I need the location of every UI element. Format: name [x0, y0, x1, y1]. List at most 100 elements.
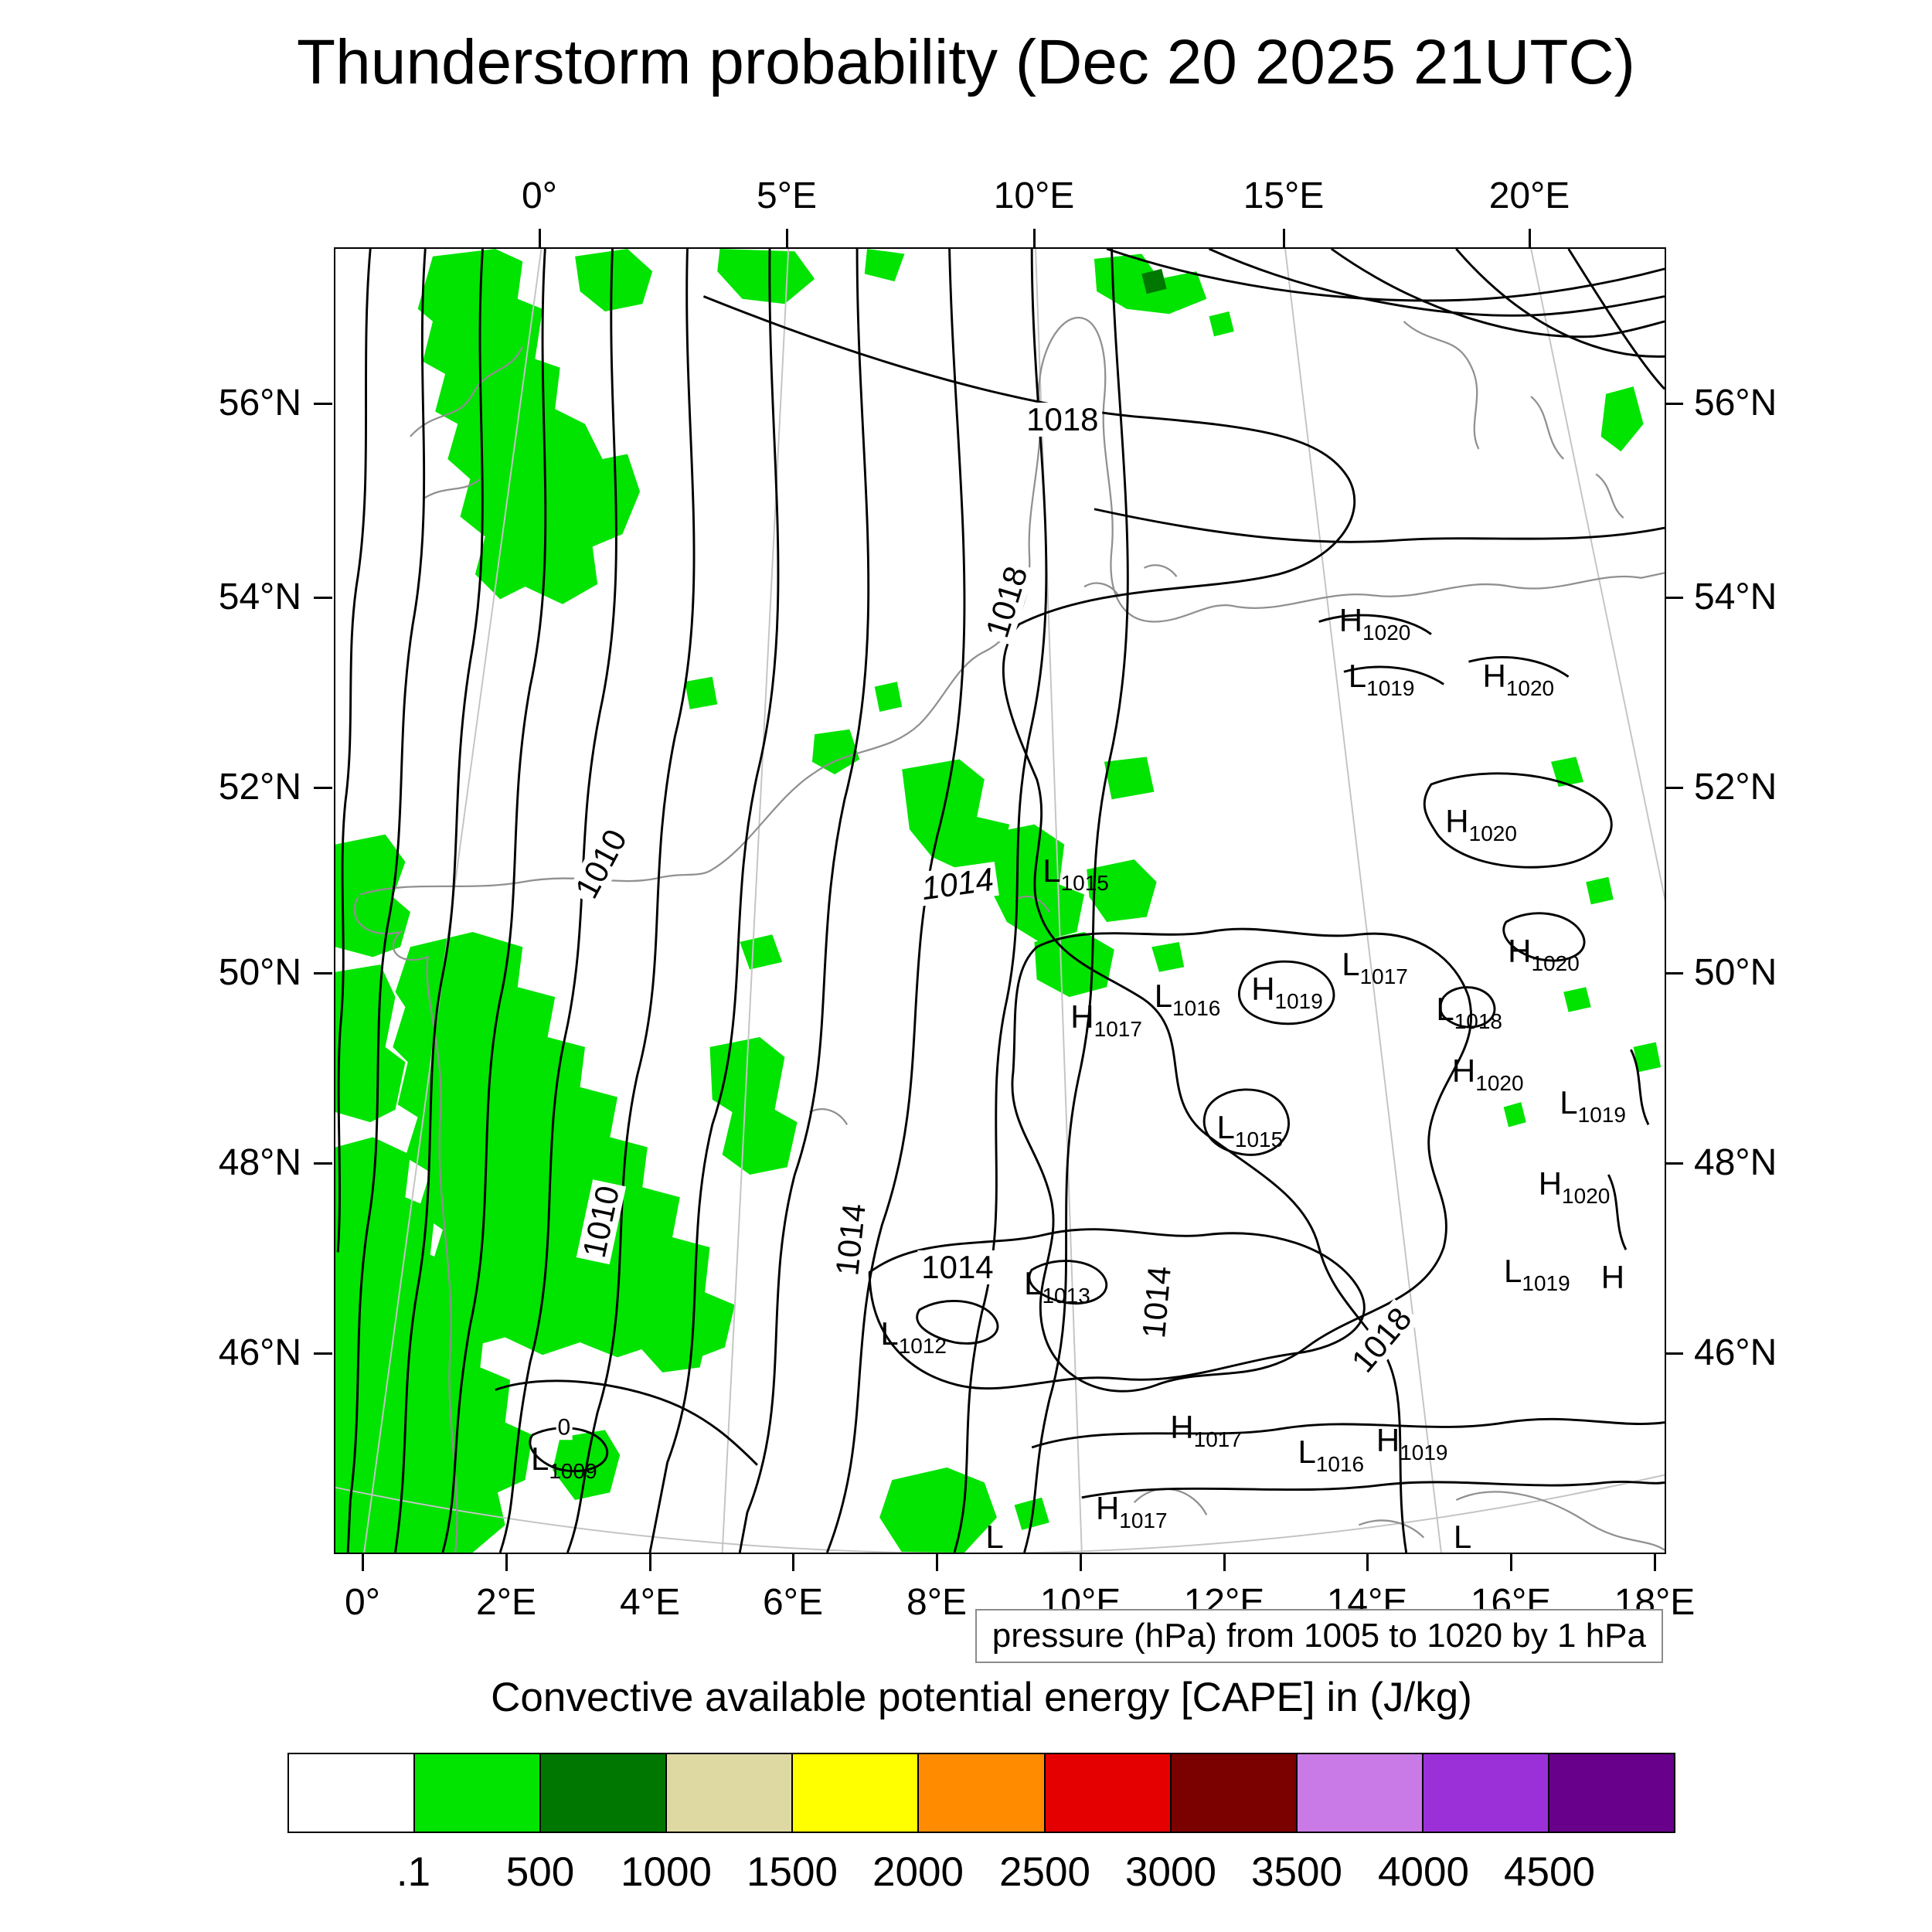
- axis-label-lat-right-48n: 48°N: [1694, 1142, 1777, 1183]
- axis-tick: [1665, 787, 1683, 789]
- contour-label: 1014: [917, 1250, 998, 1284]
- pressure-center: L1018: [1436, 990, 1502, 1032]
- axis-tick: [362, 1553, 364, 1571]
- colorbar-segment: [413, 1754, 540, 1832]
- pressure-center: L1017: [1342, 946, 1408, 988]
- axis-tick: [505, 1553, 508, 1571]
- pressure-center-value: 1020: [1531, 951, 1580, 976]
- pressure-center-letter: H: [1095, 1489, 1120, 1526]
- axis-tick: [1529, 229, 1531, 247]
- pressure-center-letter: H: [1376, 1421, 1400, 1458]
- axis-label-lat-left-50n: 50°N: [218, 952, 301, 993]
- pressure-center-letter: H: [1170, 1409, 1194, 1446]
- colorbar-segment: [289, 1754, 414, 1832]
- pressure-center-value: 1019: [1522, 1270, 1570, 1295]
- colorbar-segment: [539, 1754, 666, 1832]
- pressure-center-value: 1016: [1172, 995, 1221, 1020]
- pressure-center-value: 1018: [1454, 1009, 1502, 1033]
- axis-tick: [1665, 1162, 1683, 1165]
- axis-label-bottom-6e: 6°E: [763, 1582, 823, 1623]
- pressure-center-letter: L: [1436, 990, 1454, 1027]
- pressure-center: H1017: [1095, 1489, 1168, 1531]
- pressure-center-letter: L: [531, 1440, 549, 1477]
- pressure-center-value: 1016: [1315, 1452, 1365, 1477]
- pressure-center: H: [1601, 1261, 1624, 1294]
- pressure-center-letter: H: [1482, 658, 1506, 695]
- axis-label-lat-left-56n: 56°N: [218, 383, 301, 423]
- pressure-center: L1019: [1504, 1252, 1570, 1294]
- pressure-center-value: 1013: [1042, 1284, 1090, 1308]
- contour-label: 1018: [1022, 402, 1103, 437]
- axis-label-top-20e: 20°E: [1488, 175, 1570, 216]
- pressure-center: H1020: [1508, 935, 1580, 975]
- axis-label-bottom-2e: 2°E: [476, 1582, 536, 1623]
- colorbar-segment: [1421, 1754, 1548, 1832]
- colorbar-tick-label: 3500: [1251, 1849, 1342, 1895]
- axis-label-top-5e: 5°E: [757, 175, 817, 216]
- axis-tick: [649, 1553, 651, 1571]
- pressure-range-caption: pressure (hPa) from 1005 to 1020 by 1 hP…: [975, 1609, 1663, 1663]
- axis-label-lat-left-46n: 46°N: [218, 1332, 301, 1373]
- cape-colorbar: [287, 1753, 1675, 1833]
- axis-tick: [314, 972, 332, 975]
- axis-tick: [1510, 1553, 1512, 1571]
- colorbar-tick-label: 3000: [1125, 1849, 1216, 1895]
- pressure-center-letter: L: [1216, 1109, 1235, 1146]
- axis-tick: [1080, 1553, 1082, 1571]
- axis-label-lat-right-54n: 54°N: [1694, 577, 1777, 617]
- pressure-center: H1017: [1070, 1000, 1142, 1039]
- colorbar-segment: [1295, 1754, 1422, 1832]
- axis-tick: [314, 787, 332, 789]
- axis-tick: [1223, 1553, 1226, 1571]
- pressure-center-value: 1015: [1060, 870, 1109, 895]
- pressure-center: L1013: [1024, 1265, 1090, 1307]
- colorbar-labels: .1 500 1000 1500 2000 2500 3000 3500 400…: [287, 1849, 1675, 1903]
- pressure-center-value: 1019: [1577, 1102, 1626, 1127]
- axis-tick: [1665, 972, 1683, 975]
- axis-tick: [1665, 597, 1683, 599]
- axis-tick: [1665, 403, 1683, 405]
- axis-tick: [936, 1553, 938, 1571]
- axis-tick: [786, 229, 788, 247]
- pressure-center-letter: L: [1342, 946, 1360, 983]
- pressure-center-letter: L: [985, 1518, 1004, 1554]
- axis-label-bottom-4e: 4°E: [620, 1582, 680, 1623]
- colorbar-title: Convective available potential energy [C…: [491, 1675, 1472, 1720]
- axis-label-lat-left-48n: 48°N: [218, 1142, 301, 1183]
- pressure-center: H1017: [1170, 1409, 1242, 1451]
- axis-label-lat-left-54n: 54°N: [218, 577, 301, 617]
- colorbar-tick-label: 4500: [1504, 1849, 1595, 1895]
- page-title: Thunderstorm probability (Dec 20 2025 21…: [297, 27, 1635, 97]
- pressure-center-value: 1019: [1366, 676, 1415, 701]
- colorbar-tick-label: 1000: [621, 1849, 712, 1895]
- pressure-center-value: 1020: [1362, 620, 1411, 645]
- axis-label-lat-right-52n: 52°N: [1694, 767, 1777, 808]
- pressure-center-letter: L: [1504, 1252, 1522, 1289]
- pressure-center-letter: L: [1298, 1434, 1316, 1471]
- axis-tick: [314, 1162, 332, 1165]
- pressure-center-value: 1017: [1359, 964, 1408, 989]
- colorbar-tick-label: 2500: [999, 1849, 1090, 1895]
- pressure-center: H1019: [1251, 973, 1323, 1012]
- axis-label-lat-right-50n: 50°N: [1694, 952, 1777, 993]
- pressure-center-value: 1012: [898, 1333, 947, 1358]
- axis-tick: [1283, 229, 1285, 247]
- pressure-center-value: 1019: [1274, 989, 1323, 1014]
- axis-label-lat-right-46n: 46°N: [1694, 1332, 1777, 1373]
- pressure-center-letter: L: [1560, 1083, 1578, 1121]
- axis-tick: [1033, 229, 1036, 247]
- pressure-center-value: 1020: [1562, 1183, 1611, 1208]
- pressure-center-value: 1017: [1193, 1427, 1242, 1452]
- pressure-center: L1019: [1349, 660, 1415, 699]
- pressure-center: L1019: [1560, 1083, 1626, 1125]
- axis-tick: [539, 229, 541, 247]
- pressure-center-value: 1017: [1119, 1508, 1168, 1532]
- axis-label-lat-left-52n: 52°N: [218, 767, 301, 808]
- pressure-center-letter: L: [1024, 1265, 1043, 1302]
- pressure-center-letter: H: [1338, 601, 1363, 638]
- axis-label-top-0: 0°: [522, 175, 557, 216]
- pressure-center: H1020: [1445, 804, 1517, 844]
- pressure-center: H1020: [1482, 658, 1554, 699]
- weather-map: 1018 1018 1010 1014 1010 1014 1014 1014 …: [334, 247, 1666, 1554]
